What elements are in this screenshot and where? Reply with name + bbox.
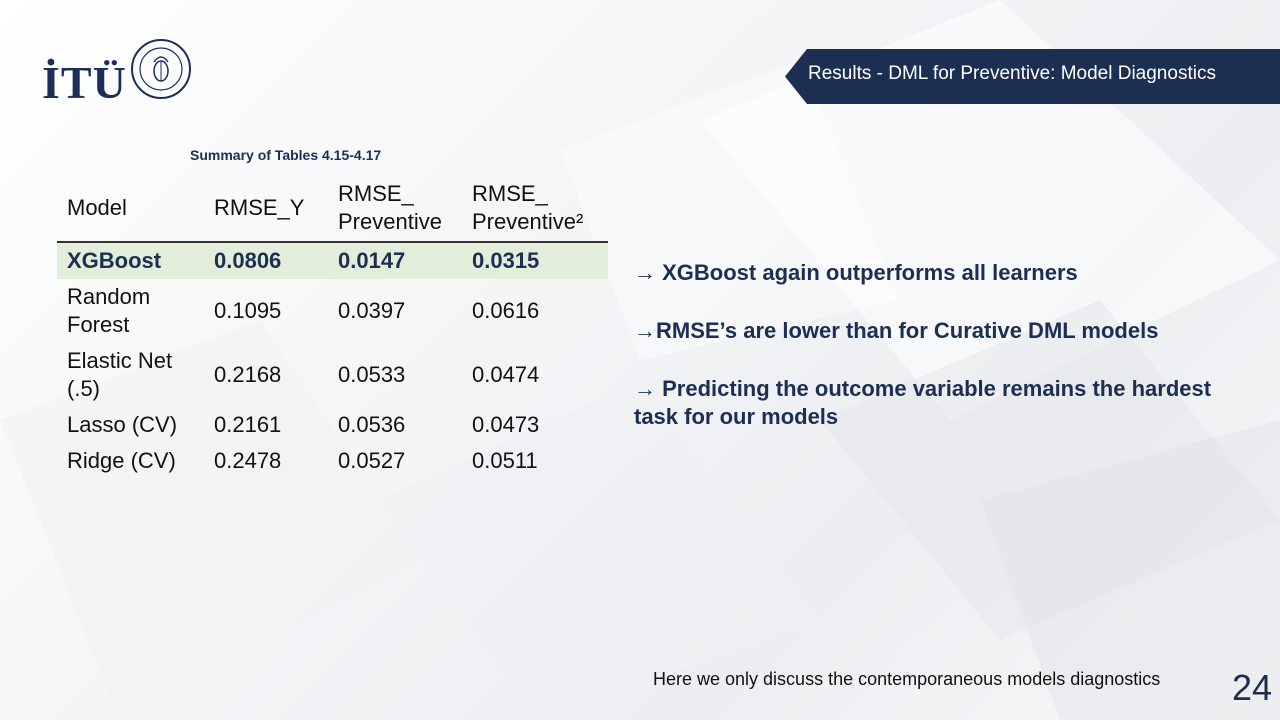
cell-rmse-y: 0.2478 <box>214 448 282 473</box>
header-rmse-preventive: RMSE_ Preventive <box>328 175 462 243</box>
header-rmse-preventive-squared: RMSE_ Preventive² <box>462 175 608 243</box>
cell-rmse-preventive-squared: 0.0474 <box>472 362 540 387</box>
cell-rmse-y: 0.0806 <box>204 242 328 279</box>
cell-rmse-preventive: 0.0147 <box>328 242 462 279</box>
slide-title: Results - DML for Preventive: Model Diag… <box>808 63 1216 84</box>
bullet-point: → Predicting the outcome variable remain… <box>634 376 1212 429</box>
bullet-point: →RMSE’s are lower than for Curative DML … <box>634 318 1159 343</box>
key-findings: → XGBoost again outperforms all learners… <box>634 259 1234 461</box>
footnote: Here we only discuss the contemporaneous… <box>653 669 1161 689</box>
page-number: 24 <box>1232 667 1273 708</box>
cell-rmse-y: 0.1095 <box>214 298 282 323</box>
cell-model: Lasso (CV) <box>67 412 178 437</box>
table-caption: Summary of Tables 4.15-4.17 <box>190 147 382 163</box>
results-table: Model RMSE_Y RMSE_ Preventive RMSE_ Prev… <box>57 175 608 479</box>
table-row: Elastic Net (.5) 0.2168 0.0533 0.0474 <box>57 343 608 407</box>
cell-model: Ridge (CV) <box>67 448 176 473</box>
table-row: XGBoost 0.0806 0.0147 0.0315 <box>57 242 608 279</box>
cell-rmse-preventive-squared: 0.0616 <box>472 298 540 323</box>
header-model: Model <box>57 175 204 243</box>
cell-rmse-preventive-squared: 0.0315 <box>462 242 608 279</box>
itu-logo: İTÜ <box>42 38 191 118</box>
cell-rmse-y: 0.2161 <box>214 412 282 437</box>
cell-rmse-preventive: 0.0527 <box>338 448 406 473</box>
cell-rmse-preventive: 0.0533 <box>338 362 406 387</box>
cell-rmse-preventive: 0.0536 <box>338 412 406 437</box>
bullet-point: → XGBoost again outperforms all learners <box>634 260 1078 285</box>
university-seal-icon <box>131 39 191 99</box>
cell-model: XGBoost <box>57 242 204 279</box>
title-banner <box>785 49 1280 104</box>
cell-rmse-preventive-squared: 0.0473 <box>472 412 540 437</box>
cell-rmse-y: 0.2168 <box>214 362 282 387</box>
logo-text: İTÜ <box>42 57 127 108</box>
cell-rmse-preventive-squared: 0.0511 <box>472 448 538 473</box>
cell-rmse-preventive: 0.0397 <box>338 298 406 323</box>
header-rmse-y: RMSE_Y <box>204 175 328 243</box>
cell-model: Random Forest <box>67 284 151 337</box>
table-row: Lasso (CV) 0.2161 0.0536 0.0473 <box>57 407 608 443</box>
table-row: Ridge (CV) 0.2478 0.0527 0.0511 <box>57 443 608 479</box>
cell-model: Elastic Net (.5) <box>67 348 173 401</box>
table-header-row: Model RMSE_Y RMSE_ Preventive RMSE_ Prev… <box>57 175 608 243</box>
table-row: Random Forest 0.1095 0.0397 0.0616 <box>57 279 608 343</box>
